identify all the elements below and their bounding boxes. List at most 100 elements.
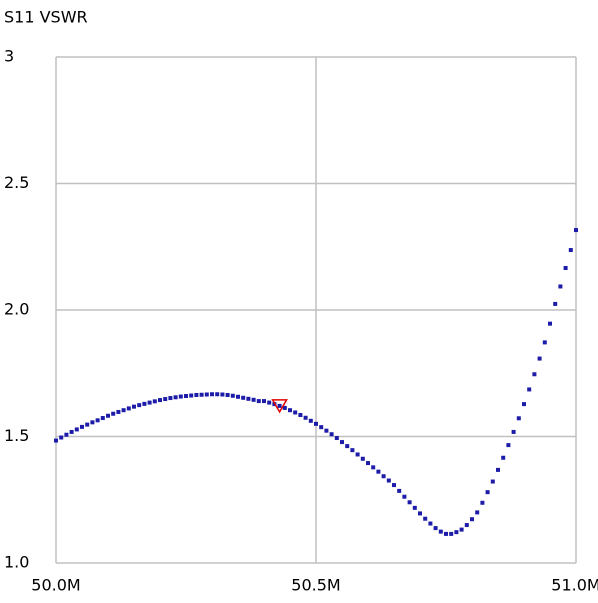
data-point [428,521,433,526]
data-point [85,422,90,427]
data-point [438,529,443,534]
data-point [366,461,370,466]
data-point [418,511,422,516]
data-point [111,411,116,416]
data-point [168,396,173,401]
data-point [412,505,417,510]
data-point [116,409,121,414]
data-point [106,413,110,418]
x-tick-label: 51.0M [551,576,598,595]
data-point [558,284,563,289]
data-point [516,416,521,421]
data-point [485,490,490,495]
data-point [158,398,162,403]
data-point [402,494,407,499]
data-point [241,395,246,400]
data-point [527,387,532,392]
data-point [522,402,526,407]
data-point [563,266,568,271]
data-point [100,416,105,421]
data-point [454,530,459,535]
data-point [381,474,386,479]
data-point [256,399,261,404]
data-point [225,393,230,398]
data-point [132,404,136,409]
data-point [397,488,402,493]
data-point [173,395,178,400]
data-point [496,467,500,472]
data-point [246,396,251,401]
data-point [360,456,365,461]
data-point [251,397,256,402]
data-point [59,435,64,440]
y-tick-label: 3 [4,47,14,66]
data-point [475,510,480,515]
data-point [329,432,334,437]
data-point [376,469,381,474]
data-point [298,412,303,417]
data-point [314,421,318,426]
data-point [319,425,324,430]
data-point [126,406,131,411]
data-point [449,531,454,536]
data-point [282,405,287,410]
data-point [459,527,464,532]
data-point [121,408,126,413]
data-point [199,392,204,397]
y-tick-label: 1.0 [4,553,29,572]
data-point [386,478,391,483]
data-point [210,392,214,397]
data-point [501,455,506,460]
data-point [350,448,355,453]
data-point [470,517,474,522]
data-point [95,418,100,423]
data-point [267,400,272,405]
x-tick-label: 50.0M [31,576,80,595]
data-point [152,399,157,404]
data-point [142,401,147,406]
data-point [407,500,412,505]
data-point [204,392,209,397]
data-point [444,531,448,536]
marker [271,399,288,414]
data-point [340,440,344,445]
data-point [433,526,438,531]
data-point [542,340,547,345]
data-point [511,429,516,434]
data-point [293,410,298,415]
data-point [334,436,339,441]
data-point [392,483,396,488]
data-point [230,393,235,398]
data-point [532,372,537,377]
data-point [490,479,495,484]
y-tick-label: 1.5 [4,426,29,445]
data-point [184,394,188,399]
data-point [194,393,199,398]
data-point [324,428,329,433]
data-point [74,427,79,432]
data-point [215,392,220,397]
data-point [262,399,266,404]
data-point [355,452,360,457]
data-point [537,356,542,361]
data-point [553,301,558,306]
data-point [69,429,74,434]
data-point [574,228,578,233]
data-point [220,392,225,397]
y-tick-label: 2.0 [4,300,29,319]
data-point [277,403,282,408]
x-tick-label: 50.5M [291,576,340,595]
chart-title: S11 VSWR [4,8,88,27]
y-tick-label: 2.5 [4,173,29,192]
data-point [288,408,292,413]
data-point [345,444,350,449]
data-point [548,321,552,326]
data-point [506,443,511,448]
data-point [147,400,152,405]
data-point [54,438,58,443]
data-point [90,420,95,425]
data-point [480,500,485,505]
data-point [464,523,469,528]
data-point [64,432,69,437]
